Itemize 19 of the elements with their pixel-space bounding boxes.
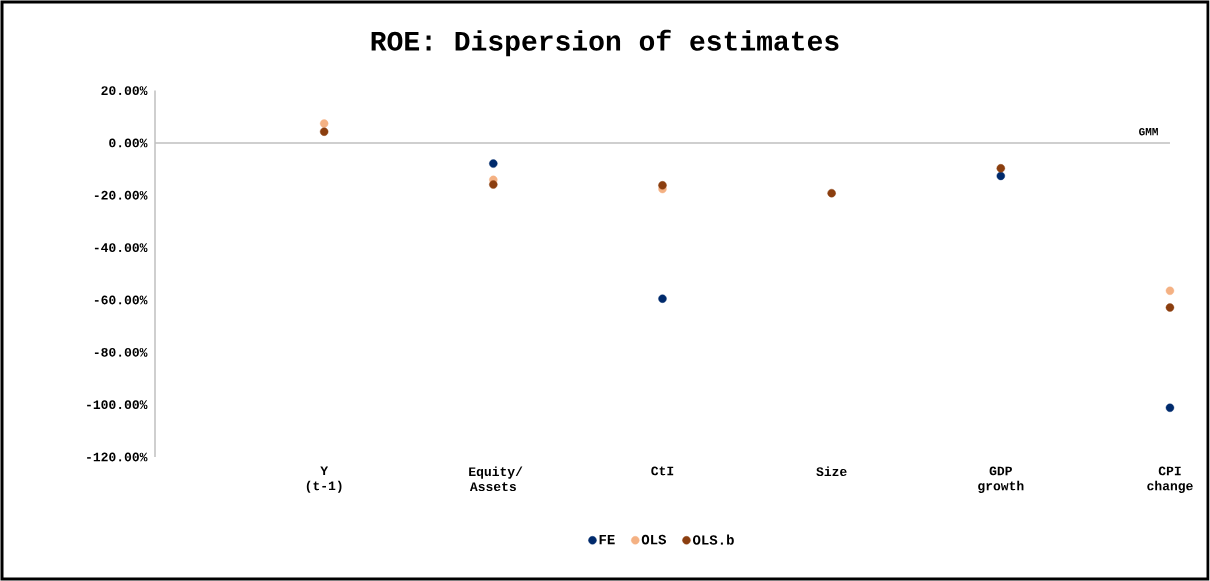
y-tick-label: 20.00% bbox=[101, 86, 148, 96]
legend-label: FE bbox=[599, 534, 615, 545]
y-tick-label: -40.00% bbox=[94, 243, 148, 253]
legend-label: OLS.b bbox=[692, 534, 734, 545]
x-tick-label: CPI change bbox=[1147, 466, 1193, 493]
legend-label: OLS bbox=[641, 534, 667, 545]
y-tick-label: -120.00% bbox=[87, 452, 148, 462]
x-tick-label: Equity/ Assets bbox=[469, 466, 523, 492]
x-tick-label: CtI bbox=[651, 466, 674, 476]
y-tick-label: -80.00% bbox=[94, 347, 148, 357]
chart-title: ROE: Dispersion of estimates bbox=[371, 29, 839, 57]
y-tick-label: -60.00% bbox=[94, 295, 148, 305]
y-tick-label: -20.00% bbox=[94, 190, 148, 200]
y-tick-label: 0.00% bbox=[109, 138, 148, 148]
x-tick-label: Y (t-1) bbox=[306, 466, 342, 493]
x-tick-label: GDP growth bbox=[978, 466, 1024, 493]
annotation: GMM bbox=[1139, 127, 1158, 136]
y-tick-label: -100.00% bbox=[87, 400, 148, 410]
x-tick-label: Size bbox=[816, 466, 847, 477]
